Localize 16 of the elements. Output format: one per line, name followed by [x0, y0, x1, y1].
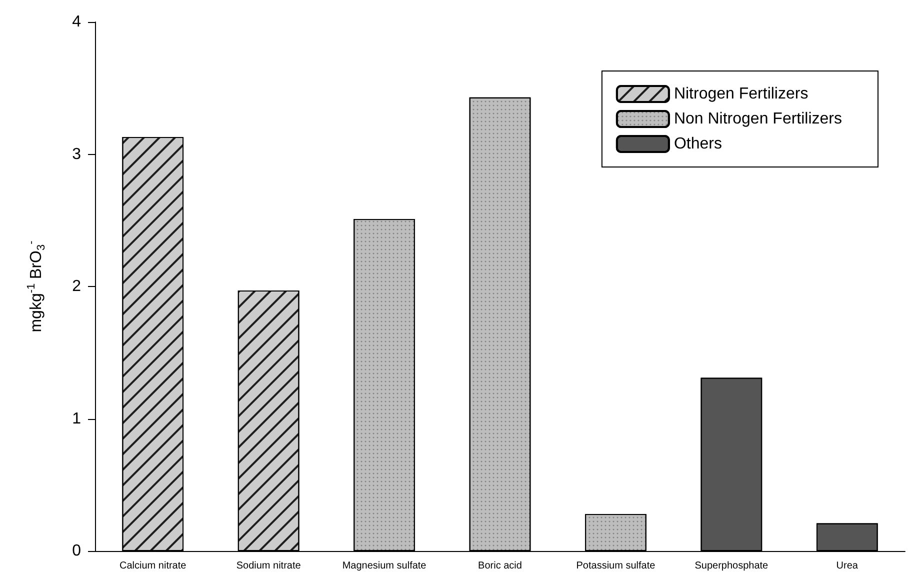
- x-tick-label: Urea: [836, 560, 858, 572]
- x-tick-label: Superphosphate: [694, 560, 769, 572]
- x-tick-label: Magnesium sulfate: [342, 560, 427, 572]
- x-tick-label: Calcium nitrate: [120, 560, 187, 572]
- x-tick-label: Sodium nitrate: [236, 560, 302, 572]
- x-tick-label: Potassium sulfate: [576, 560, 656, 572]
- y-tick-label: 1: [72, 410, 82, 428]
- legend-label: Others: [674, 136, 722, 152]
- legend-label: Nitrogen Fertilizers: [674, 86, 808, 102]
- y-axis-title: mgkg-1 BrO3-: [26, 240, 48, 332]
- x-tick-label: Boric acid: [478, 560, 522, 572]
- y-tick-label: 3: [72, 146, 82, 163]
- legend-label: Non Nitrogen Fertilizers: [674, 110, 842, 128]
- y-tick-label: 0: [72, 542, 82, 560]
- y-tick-label: 4: [72, 14, 82, 30]
- y-tick-label: 2: [72, 278, 82, 295]
